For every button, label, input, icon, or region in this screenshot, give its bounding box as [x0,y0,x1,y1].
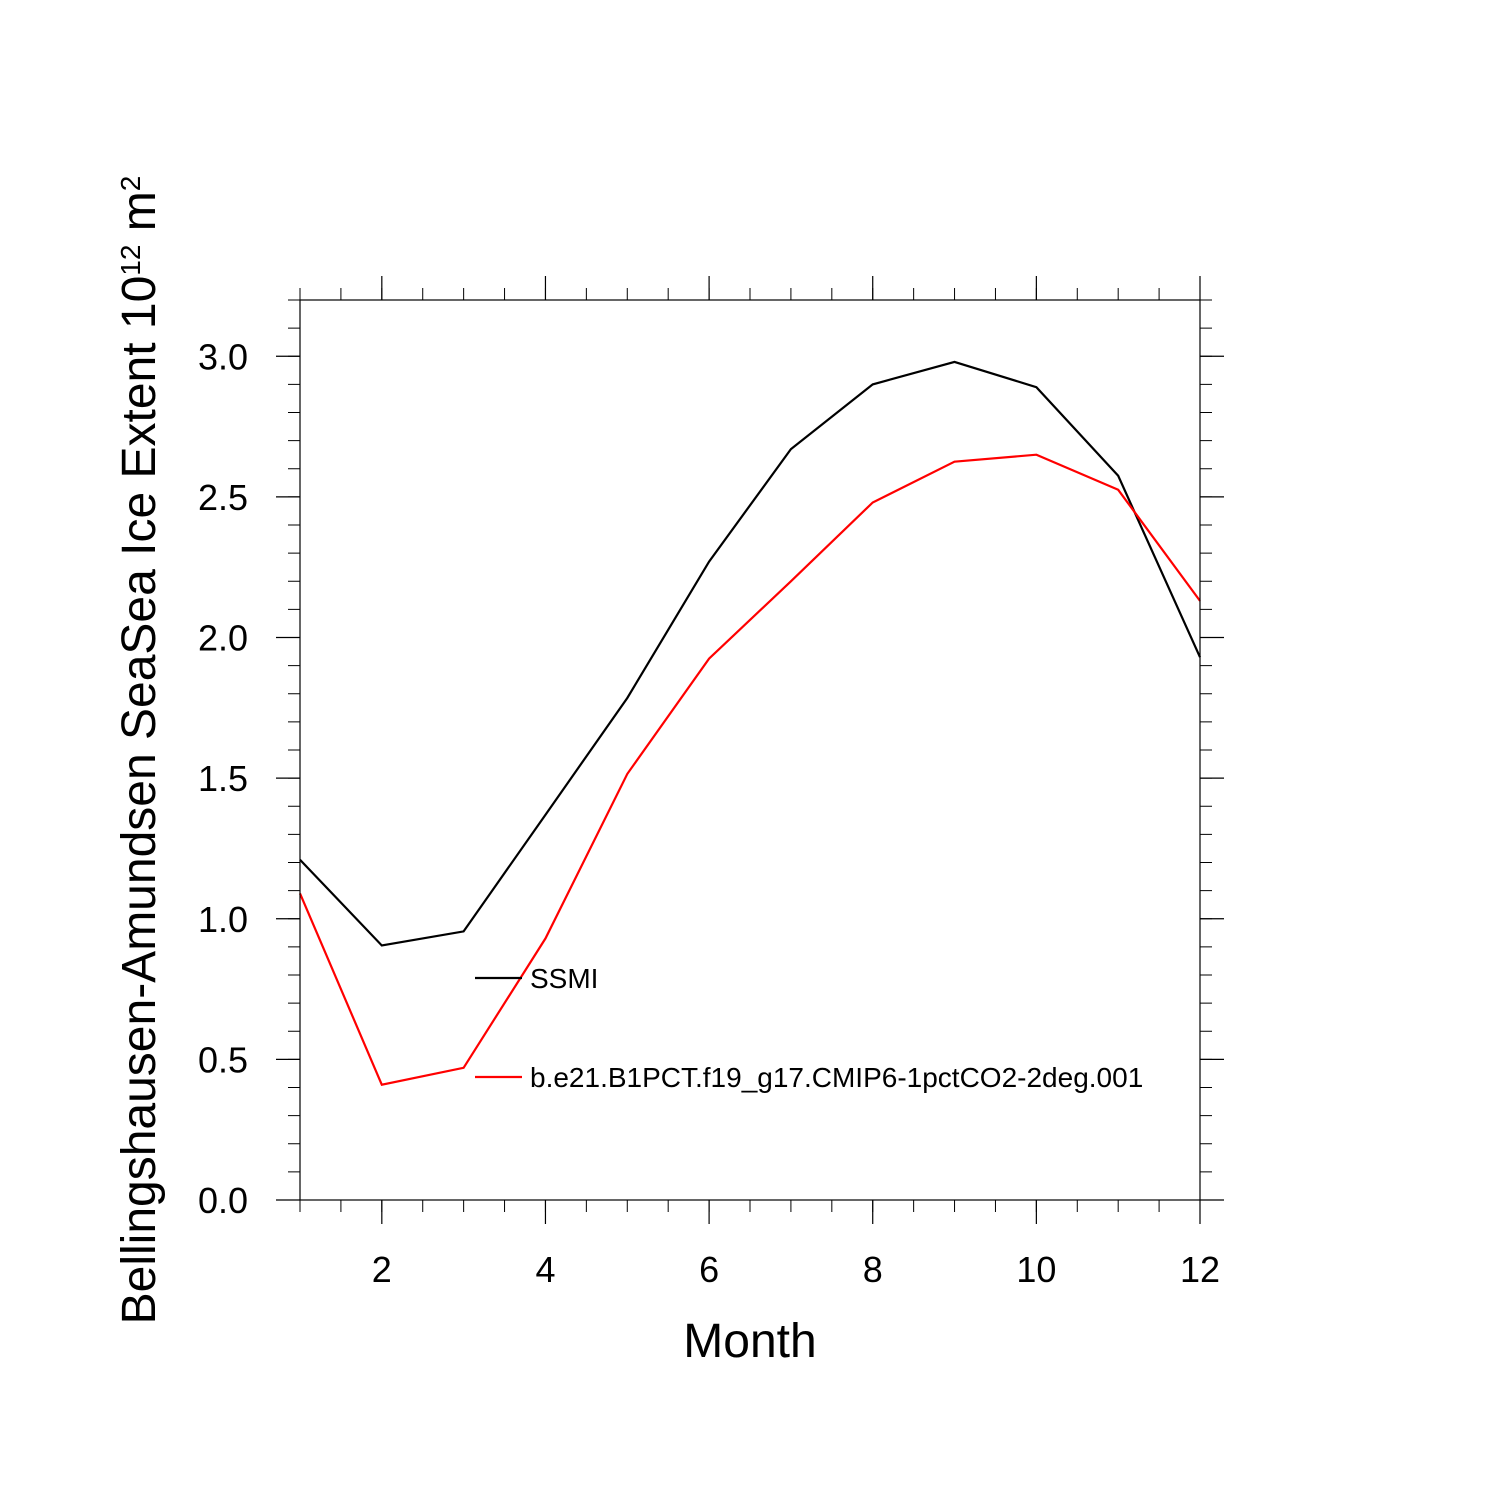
y-axis-label-unit-exponent: 2 [115,176,146,192]
x-tick-label: 10 [1016,1249,1056,1290]
x-tick-label: 4 [535,1249,555,1290]
major-ticks [276,276,1224,1224]
y-tick-label: 0.0 [198,1180,248,1221]
series-line-model [298,453,1201,1086]
x-axis-label: Month [683,1315,816,1368]
x-tick-label: 6 [699,1249,719,1290]
y-tick-label: 2.0 [198,618,248,659]
y-axis-label-unit: m [113,191,166,244]
x-tick-label: 12 [1180,1249,1220,1290]
y-tick-label: 1.5 [198,758,248,799]
series-line-ssmi [299,360,1202,947]
legend-label-ssmi: SSMI [530,963,598,994]
series-lines [298,360,1202,1086]
x-tick-labels: 2 4 6 8 10 12 [372,1249,1220,1290]
y-axis-label-exponent: 12 [115,245,146,276]
y-tick-label: 0.5 [198,1039,248,1080]
y-axis-label: Bellingshausen-Amundsen SeaSea Ice Exten… [113,176,166,1325]
plot-frame [299,299,1201,1201]
y-tick-label: 2.5 [198,477,248,518]
y-tick-label: 3.0 [198,336,248,377]
legend: SSMI b.e21.B1PCT.f19_g17.CMIP6-1pctCO2-2d… [475,963,1143,1093]
legend-label-model: b.e21.B1PCT.f19_g17.CMIP6-1pctCO2-2deg.0… [530,1062,1143,1093]
y-tick-label: 1.0 [198,899,248,940]
x-tick-label: 8 [863,1249,883,1290]
x-tick-label: 2 [372,1249,392,1290]
y-tick-labels: 0.0 0.5 1.0 1.5 2.0 2.5 3.0 [198,336,248,1221]
y-axis-label-main: Bellingshausen-Amundsen SeaSea Ice Exten… [113,276,166,1325]
